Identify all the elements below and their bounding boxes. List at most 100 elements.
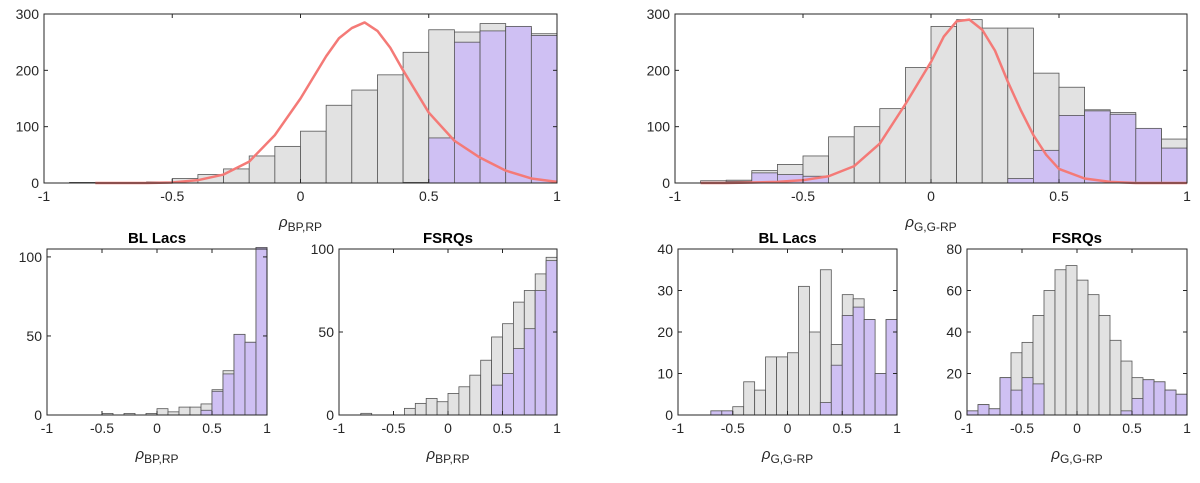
bar-subset [1007, 178, 1034, 184]
bar-all [325, 104, 353, 184]
bar-all [403, 407, 416, 416]
bar-subset [502, 373, 514, 416]
x-axis-symbol: ρ [278, 214, 288, 231]
bar-subset [453, 41, 481, 184]
bar-all [1076, 279, 1089, 416]
bar-all [879, 108, 906, 184]
bar-all [274, 145, 301, 184]
x-axis-subscript: G,G-RP [1060, 452, 1103, 466]
x-axis-subscript: BP,RP [435, 452, 469, 466]
bar-all [447, 393, 460, 416]
x-axis-subscript: BP,RP [144, 452, 178, 466]
x-tick-label: 0.5 [202, 420, 222, 436]
bar-subset [863, 319, 876, 416]
chart-top-left: -1 -0.5 0 0.5 1 0 100 200 300 ρBP,RP [16, 6, 561, 234]
x-tick-label: -0.5 [1010, 420, 1034, 436]
bar-all [425, 397, 438, 416]
y-tick-label: 20 [946, 366, 962, 382]
x-tick-label: -1 [41, 420, 54, 436]
y-tick-label: 50 [26, 328, 42, 344]
y-tick-label: 100 [311, 241, 335, 257]
y-tick-label: 10 [657, 366, 673, 382]
x-tick-label: 1 [1183, 420, 1191, 436]
y-tick-label: 200 [16, 62, 40, 78]
y-tick-label: 100 [647, 119, 671, 135]
x-axis-label: ρG,G-RP [1050, 446, 1102, 466]
panel-title: BL Lacs [758, 230, 816, 247]
bar-subset [852, 306, 865, 416]
bar-subset [428, 137, 455, 184]
x-axis-subscript: G,G-RP [914, 220, 957, 234]
bar-all [1109, 339, 1122, 416]
bar-subset [545, 260, 558, 416]
y-tick-label: 300 [647, 6, 671, 22]
x-tick-label: 0 [153, 420, 161, 436]
bar-subset [1109, 113, 1137, 184]
bar-all [765, 356, 777, 416]
bar-all [1120, 360, 1133, 416]
bar-subset [513, 348, 525, 416]
chart-bottom-left-1: -1 -0.5 0 0.5 1 0 50 100 BL Lacs ρBP,RP [19, 230, 271, 466]
bar-subset [523, 328, 536, 416]
y-tick-label: 0 [954, 407, 962, 423]
bar-subset [1142, 379, 1155, 416]
bar-all [458, 386, 471, 416]
bar-subset [885, 319, 898, 416]
chart-bottom-left-2: -1 -0.5 0 0.5 1 0 50 100 FSRQs ρBP,RP [311, 230, 561, 466]
x-tick-label: -0.5 [381, 420, 405, 436]
bar-subset [721, 410, 734, 416]
bar-all [414, 402, 427, 416]
x-axis-symbol: ρ [1050, 446, 1060, 463]
x-tick-label: 0.5 [833, 420, 853, 436]
bar-all [930, 25, 958, 184]
bar-subset [710, 410, 723, 416]
y-tick-label: 50 [318, 324, 334, 340]
x-axis-subscript: BP,RP [288, 220, 322, 234]
x-tick-label: -1 [333, 420, 346, 436]
bar-all [248, 155, 276, 184]
x-tick-label: -0.5 [721, 420, 745, 436]
bar-all [809, 331, 821, 416]
bar-subset [1120, 410, 1133, 416]
x-axis-symbol: ρ [904, 214, 914, 231]
bar-subset [988, 408, 1001, 416]
bar-all [402, 51, 430, 184]
bar-all [981, 27, 1009, 184]
bar-subset [966, 410, 979, 416]
bar-subset [255, 247, 268, 416]
x-axis-label: ρBP,RP [134, 446, 178, 466]
bar-subset [999, 377, 1012, 416]
bar-all [819, 269, 832, 416]
bar-subset [1010, 389, 1023, 416]
x-tick-label: 0 [297, 188, 305, 204]
bar-all [828, 136, 855, 184]
x-axis-symbol: ρ [425, 446, 435, 463]
bar-all [469, 374, 482, 416]
x-tick-label: 0 [1073, 420, 1081, 436]
bar-all [798, 285, 810, 416]
y-tick-label: 30 [657, 283, 673, 299]
bar-subset [1032, 383, 1045, 416]
bar-subset [819, 402, 832, 416]
bar-all [732, 406, 745, 416]
x-tick-label: 0.5 [1049, 188, 1069, 204]
bar-subset [1153, 381, 1166, 416]
bar-all [905, 67, 932, 184]
bar-all [156, 408, 169, 416]
y-tick-label: 100 [19, 249, 43, 265]
y-tick-label: 0 [665, 407, 673, 423]
bar-all [743, 381, 756, 416]
bar-all [1043, 290, 1056, 416]
x-tick-label: 1 [553, 420, 561, 436]
bar-subset [222, 373, 235, 416]
y-tick-label: 40 [657, 241, 673, 257]
bar-subset [977, 404, 990, 416]
bar-all [956, 19, 983, 184]
bar-subset [211, 390, 224, 416]
x-tick-label: 1 [893, 420, 901, 436]
bar-subset [534, 290, 547, 416]
y-tick-label: 0 [662, 175, 670, 191]
x-tick-label: 0.5 [419, 188, 439, 204]
bar-all [1007, 27, 1034, 184]
x-axis-label: ρBP,RP [425, 446, 469, 466]
